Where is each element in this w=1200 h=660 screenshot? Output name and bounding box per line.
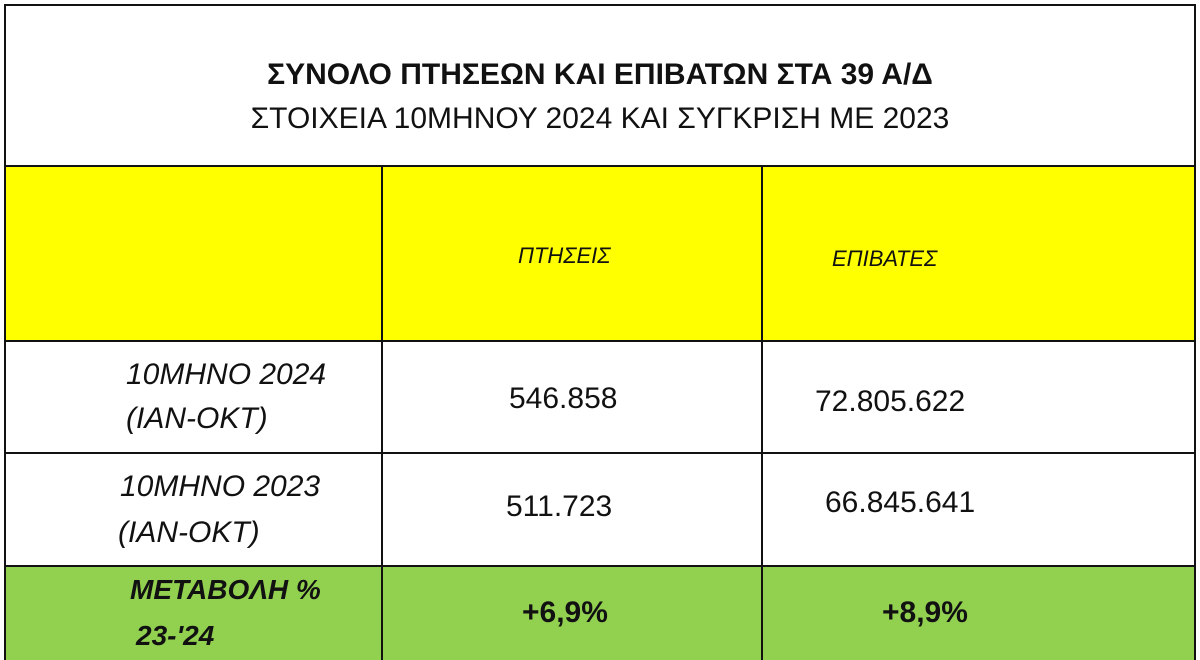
change-label: 23-'24 [136, 620, 215, 651]
cell: 511.723 [506, 490, 613, 523]
change-label: ΜΕΤΑΒΟΛΗ % [130, 574, 321, 605]
subtitle: ΣΤΟΙΧΕΙΑ 10ΜΗΝΟΥ 2024 ΚΑΙ ΣΥΓΚΡΙΣΗ ΜΕ 20… [250, 102, 950, 135]
row-label: 10ΜΗΝΟ 2023 [120, 470, 321, 503]
row-label: (ΙΑΝ-ΟΚΤ) [118, 516, 260, 549]
change-row [4, 565, 1196, 660]
column-header: ΕΠΙΒΑΤΕΣ [832, 246, 938, 271]
title: ΣΥΝΟΛΟ ΠΤΗΣΕΩΝ ΚΑΙ ΕΠΙΒΑΤΩΝ ΣΤΑ 39 Α/Δ [267, 58, 933, 91]
change-cell: +6,9% [522, 596, 608, 629]
col-divider [381, 165, 383, 660]
col-divider [761, 165, 763, 660]
cell: 66.845.641 [825, 486, 976, 519]
column-header: ΠΤΗΣΕΙΣ [518, 243, 611, 268]
cell: 72.805.622 [815, 385, 966, 418]
row-label: 10ΜΗΝΟ 2024 [126, 358, 327, 391]
change-cell: +8,9% [882, 596, 968, 629]
row-label: (ΙΑΝ-ΟΚΤ) [126, 402, 268, 435]
cell: 546.858 [509, 382, 618, 415]
